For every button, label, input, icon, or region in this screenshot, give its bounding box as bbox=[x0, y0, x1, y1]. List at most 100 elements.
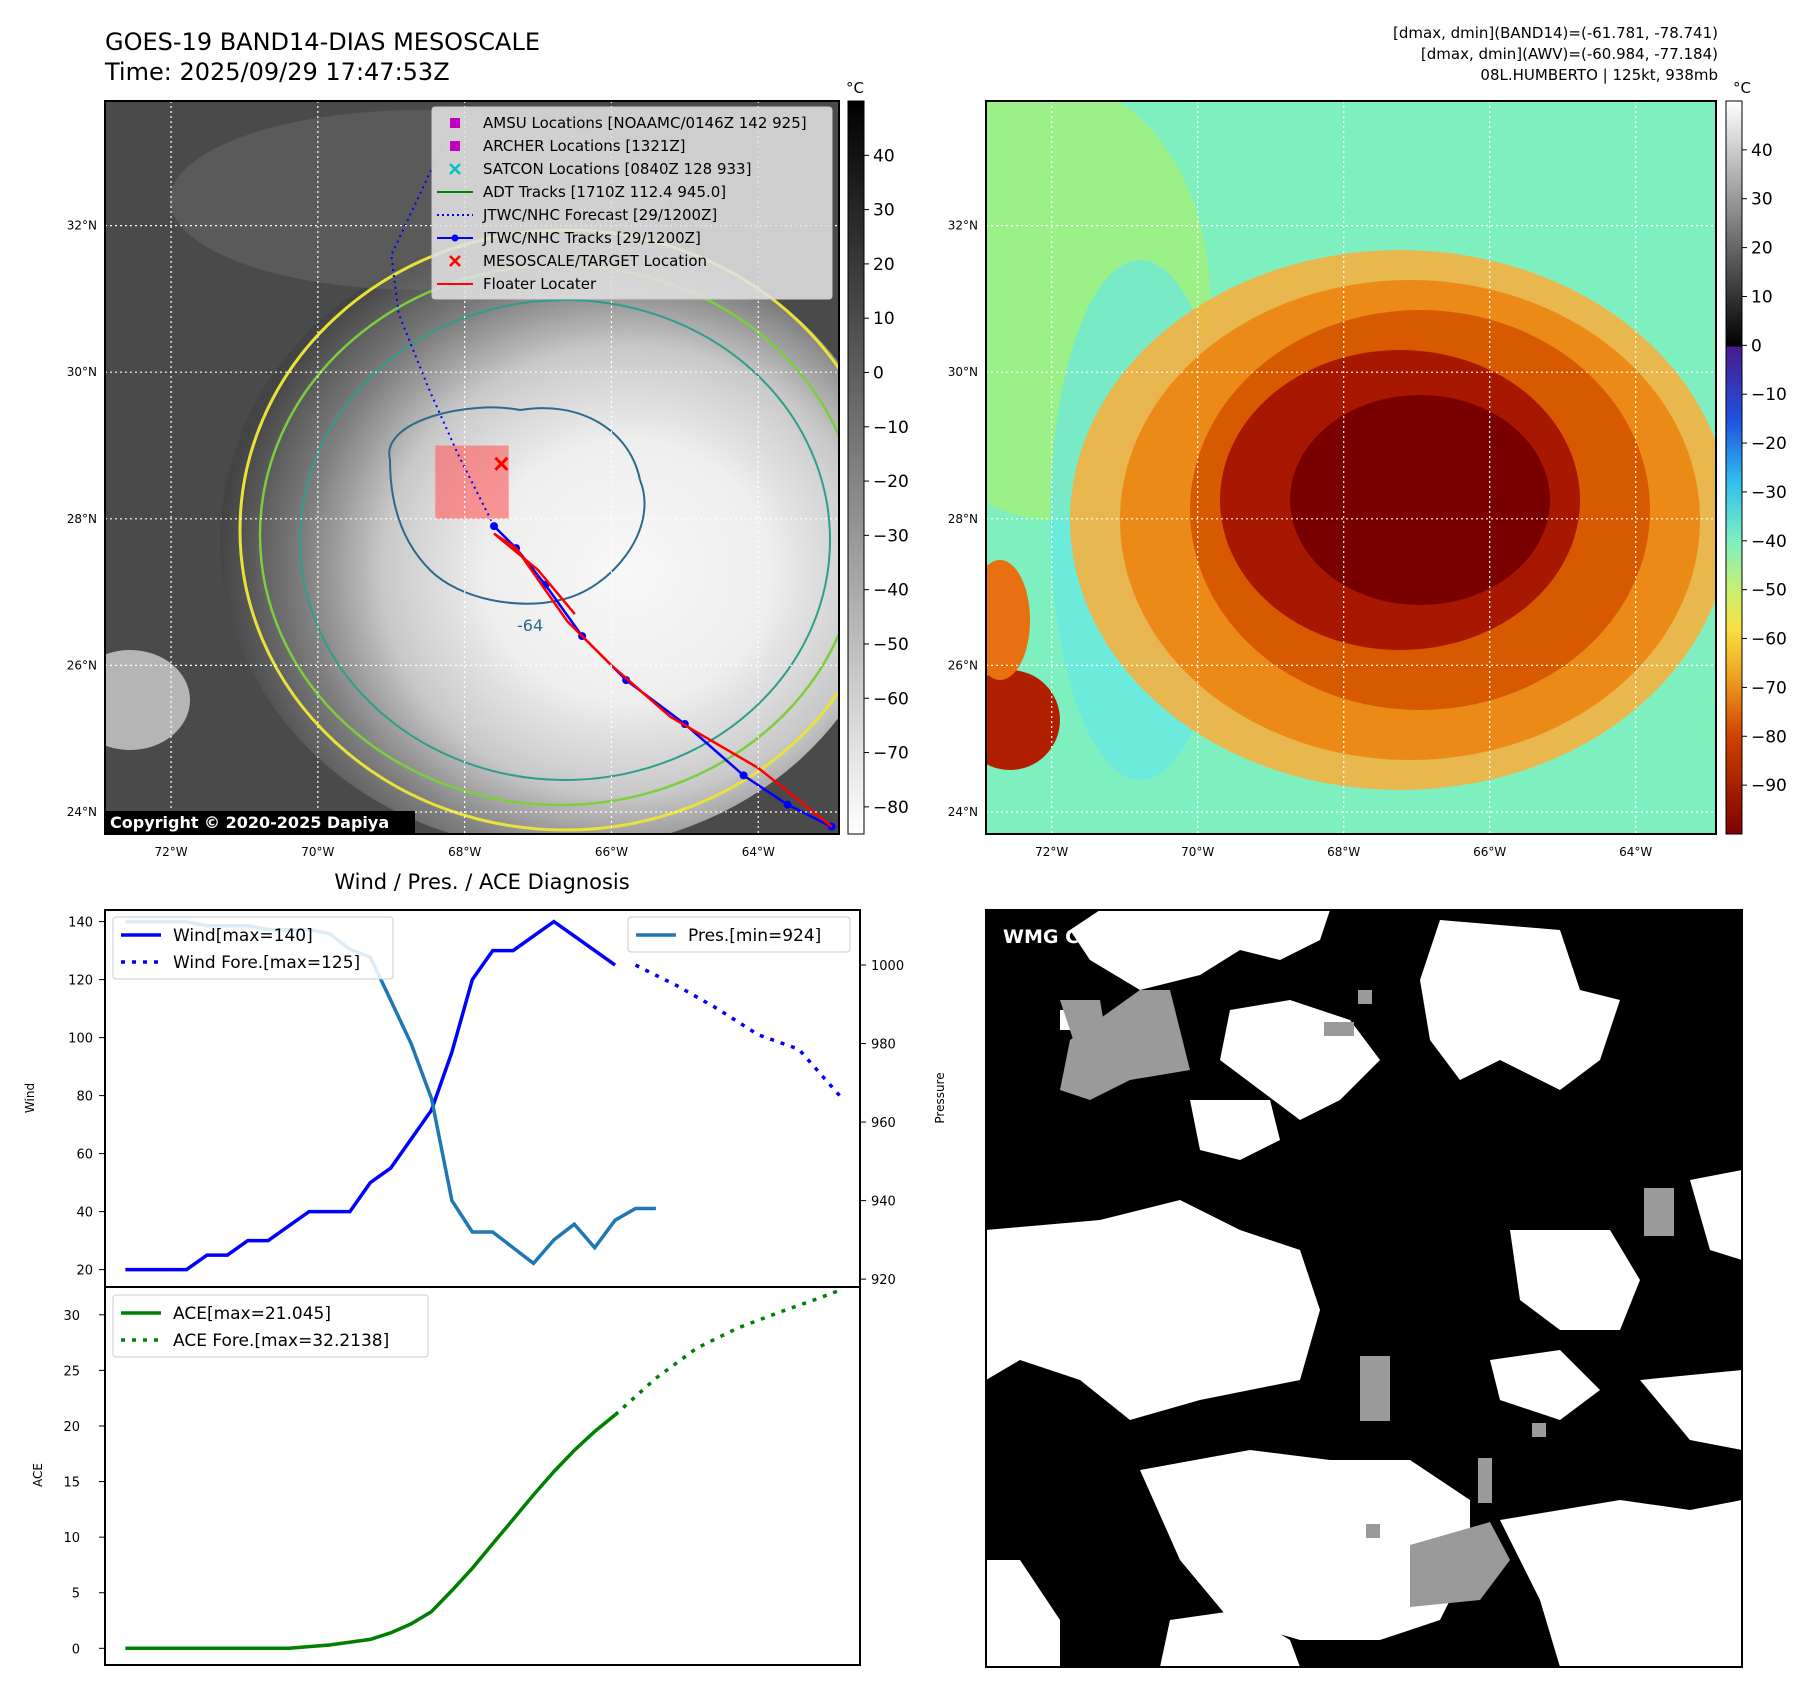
contour-label: -64 bbox=[517, 616, 543, 635]
copyright-text: Copyright © 2020-2025 Dapiya bbox=[110, 813, 389, 832]
y-tick-label: 120 bbox=[68, 974, 93, 989]
lat-label: 26°N bbox=[67, 658, 97, 672]
cbar-tick-label: −40 bbox=[1751, 532, 1787, 552]
ace-legend: ACE[max=21.045] ACE Fore.[max=32.2138] bbox=[112, 1294, 429, 1358]
ir-lon-labels: 72°W 70°W 68°W 66°W 64°W bbox=[154, 845, 774, 859]
legend-label: JTWC/NHC Tracks [29/1200Z] bbox=[482, 229, 701, 247]
ir-lat-labels: 32°N 30°N 28°N 26°N 24°N bbox=[67, 219, 97, 819]
cbar-tick-label: −10 bbox=[1751, 385, 1787, 405]
ir-map-legend: AMSU Locations [NOAAMC/0146Z 142 925] ARC… bbox=[431, 106, 833, 300]
cbar-tick-label: 30 bbox=[1751, 190, 1773, 210]
pressure-legend: Pres.[min=924] bbox=[627, 916, 851, 953]
wind-axis-label: Wind bbox=[23, 1083, 37, 1113]
cbar-tick-label: −70 bbox=[873, 744, 909, 764]
legend-box bbox=[431, 106, 833, 300]
lat-label: 26°N bbox=[948, 658, 978, 672]
y-tick-label: 0 bbox=[72, 1642, 80, 1657]
legend-box bbox=[112, 1294, 429, 1358]
copyright-box bbox=[105, 811, 415, 834]
y2-tick-label: 980 bbox=[871, 1038, 896, 1053]
legend-label: Pres.[min=924] bbox=[688, 926, 821, 946]
y-tick-label: 10 bbox=[63, 1531, 80, 1546]
legend-marker bbox=[450, 141, 460, 151]
y2-tick-label: 920 bbox=[871, 1273, 896, 1288]
chart-title: Wind / Pres. / ACE Diagnosis bbox=[334, 870, 629, 894]
legend-entry: SATCON Locations [0840Z 128 933] bbox=[449, 160, 751, 178]
cbar-tick-label: 40 bbox=[1751, 141, 1773, 161]
lon-label: 66°W bbox=[595, 845, 628, 859]
cbar-tick-label: −70 bbox=[1751, 678, 1787, 698]
legend-marker bbox=[449, 255, 461, 267]
y-tick-label: 140 bbox=[68, 916, 93, 931]
cbar-tick-label: −40 bbox=[873, 581, 909, 601]
legend-label: Wind Fore.[max=125] bbox=[173, 953, 360, 973]
awv-cbar-unit: °C bbox=[1733, 79, 1751, 97]
legend-entry: MESOSCALE/TARGET Location bbox=[449, 252, 707, 270]
lon-label: 70°W bbox=[1181, 845, 1214, 859]
contour-inner bbox=[388, 406, 646, 605]
y-tick-label: 25 bbox=[63, 1364, 80, 1379]
wind-legend: Wind[max=140] Wind Fore.[max=125] bbox=[112, 916, 394, 980]
legend-entry: ADT Tracks [1710Z 112.4 945.0] bbox=[437, 183, 726, 201]
y-tick-label: 40 bbox=[76, 1206, 93, 1221]
y-tick-label: 80 bbox=[76, 1090, 93, 1105]
legend-label: ACE[max=21.045] bbox=[173, 1304, 331, 1324]
lon-label: 72°W bbox=[1035, 845, 1068, 859]
pressure-axis-label: Pressure bbox=[933, 1072, 947, 1123]
ir-colorbar bbox=[847, 100, 865, 835]
lon-label: 64°W bbox=[742, 845, 775, 859]
nhc-track-point bbox=[490, 522, 499, 531]
cbar-tick-label: 20 bbox=[873, 255, 895, 275]
cbar-tick-label: −60 bbox=[873, 689, 909, 709]
legend-label: SATCON Locations [0840Z 128 933] bbox=[483, 160, 751, 178]
series-line bbox=[125, 1413, 617, 1651]
cbar-tick-label: −50 bbox=[1751, 581, 1787, 601]
wmg-count-label: WMG Count: 0 bbox=[1003, 926, 1156, 948]
cbar-tick-label: −60 bbox=[1751, 630, 1787, 650]
cbar-tick-label: 10 bbox=[1751, 287, 1773, 307]
cbar-tick-label: 0 bbox=[873, 363, 884, 383]
cbar-tick-label: 30 bbox=[873, 201, 895, 221]
legend-label: ACE Fore.[max=32.2138] bbox=[173, 1331, 389, 1351]
cbar-tick-label: −30 bbox=[873, 526, 909, 546]
wmg-panel: WMG Count: 0 bbox=[985, 909, 1743, 1668]
y-tick-label: 60 bbox=[76, 1148, 93, 1163]
legend-entry: ARCHER Locations [1321Z] bbox=[450, 137, 686, 155]
y-tick-label: 30 bbox=[63, 1309, 80, 1324]
ir-gridlines bbox=[105, 101, 839, 834]
legend-label: MESOSCALE/TARGET Location bbox=[483, 252, 707, 270]
wind-pressure-chart: 20 40 60 80 100 120 140 920 940 960 980 1000 Wind … bbox=[23, 909, 947, 1288]
nhc-track-point bbox=[739, 771, 748, 780]
cbar-tick-label: −20 bbox=[1751, 434, 1787, 454]
legend-label: ADT Tracks [1710Z 112.4 945.0] bbox=[483, 183, 726, 201]
lon-label: 64°W bbox=[1619, 845, 1652, 859]
cbar-tick-label: −80 bbox=[1751, 727, 1787, 747]
lat-label: 30°N bbox=[948, 365, 978, 379]
cbar-tick-label: −30 bbox=[1751, 483, 1787, 503]
ace-axis-label: ACE bbox=[31, 1463, 45, 1487]
legend-label: Floater Locater bbox=[483, 275, 597, 293]
ir-cbar-unit: °C bbox=[846, 79, 864, 97]
lat-label: 24°N bbox=[67, 805, 97, 819]
lat-label: 28°N bbox=[67, 512, 97, 526]
ace-y-ticks: 0 5 10 15 20 25 30 bbox=[63, 1309, 105, 1657]
legend-entry: JTWC/NHC Tracks [29/1200Z] bbox=[437, 229, 701, 247]
cbar-tick-label: −50 bbox=[873, 635, 909, 655]
ir-colorbar-ticks: 40 30 20 10 0 −10 −20 −30 −40 −50 −60 −70 −80 bbox=[864, 146, 909, 818]
y2-tick-label: 960 bbox=[871, 1116, 896, 1131]
legend-entry: AMSU Locations [NOAAMC/0146Z 142 925] bbox=[450, 114, 807, 132]
cbar-tick-label: −90 bbox=[1751, 776, 1787, 796]
lon-label: 68°W bbox=[1327, 845, 1360, 859]
legend-box bbox=[627, 916, 851, 953]
cbar-tick-label: −80 bbox=[873, 798, 909, 818]
ace-chart: 0 5 10 15 20 25 30 ACE ACE[max=21.045] ACE Fore… bbox=[31, 1286, 861, 1666]
legend-label: ARCHER Locations [1321Z] bbox=[483, 137, 686, 155]
title-line-1: GOES-19 BAND14-DIAS MESOSCALE bbox=[105, 28, 540, 56]
target-marker bbox=[494, 456, 509, 471]
stats-line-2: [dmax, dmin](AWV)=(-60.984, -77.184) bbox=[1421, 45, 1718, 63]
lon-label: 68°W bbox=[448, 845, 481, 859]
awv-colorbar-ticks: 40 30 20 10 0 −10 −20 −30 −40 −50 −60 −70 −80 −90 bbox=[1742, 141, 1787, 796]
wind-y-ticks: 20 40 60 80 100 120 140 bbox=[68, 916, 105, 1279]
ir-storm-cloud bbox=[220, 230, 839, 834]
stats-line-3: 08L.HUMBERTO | 125kt, 938mb bbox=[1480, 66, 1718, 84]
